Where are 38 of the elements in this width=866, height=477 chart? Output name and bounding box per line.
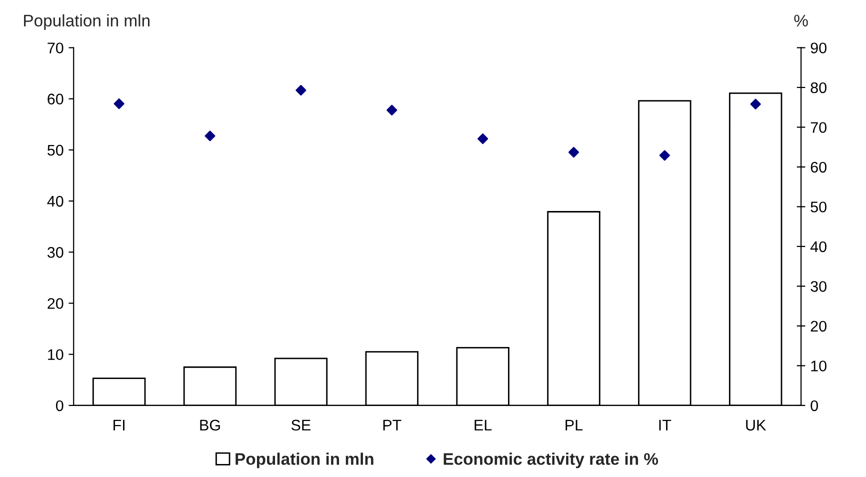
- point: [114, 98, 124, 110]
- y-tick-label: 60: [48, 94, 64, 104]
- x-tick-label: PT: [383, 420, 402, 430]
- point: [659, 150, 670, 161]
- y2-tick-label: 0: [810, 400, 818, 412]
- y-tick-label: 20: [48, 298, 64, 309]
- point: [296, 84, 306, 96]
- y-tick-label: 40: [47, 196, 64, 207]
- y-tick-label: 10: [48, 349, 64, 360]
- y2-axis-title: %: [794, 14, 808, 26]
- y2-tick-label: 10: [811, 360, 826, 372]
- y2-tick-label: 90: [810, 42, 826, 54]
- x-tick-label: EL: [474, 420, 492, 430]
- x-tick-label: SE: [291, 420, 310, 431]
- y-tick-label: 50: [48, 144, 64, 156]
- y2-tick-label: 70: [810, 122, 826, 133]
- x-tick-label: UK: [746, 420, 766, 431]
- x-tick-label: IT: [659, 420, 672, 430]
- legend-label: Economic activity rate in %: [444, 452, 658, 468]
- point: [204, 130, 216, 142]
- y2-tick-label: 40: [810, 241, 826, 252]
- y-axis-title: Population in mln: [24, 14, 150, 30]
- y2-tick-label: 20: [810, 320, 826, 332]
- x-tick-label: PL: [566, 420, 583, 430]
- y2-tick-label: 30: [810, 281, 826, 292]
- y-tick-label: 30: [47, 246, 64, 258]
- point: [568, 146, 580, 158]
- y2-tick-label: 80: [810, 82, 826, 94]
- x-tick-label: FI: [114, 420, 124, 430]
- y2-tick-label: 60: [810, 162, 826, 173]
- point: [750, 98, 761, 110]
- point: [386, 104, 398, 116]
- y2-tick-label: 50: [810, 202, 826, 212]
- legend-label: Population in mln: [236, 452, 374, 468]
- point: [477, 133, 488, 144]
- y-tick-label: 70: [48, 42, 64, 54]
- y-tick-label: 0: [56, 400, 64, 412]
- x-tick-label: BG: [200, 420, 220, 431]
